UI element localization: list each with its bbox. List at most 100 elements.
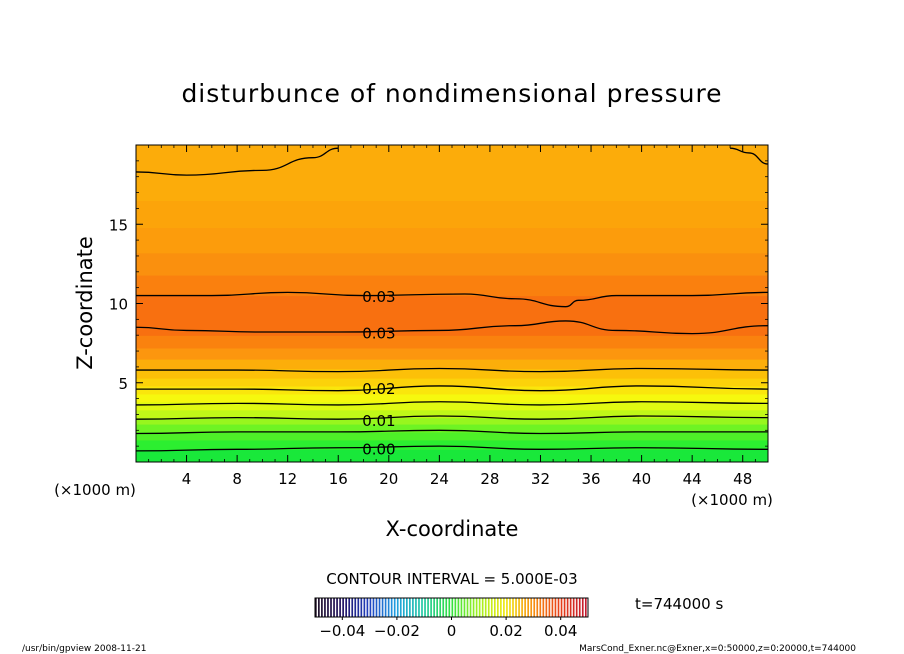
colorbar-cell: [363, 598, 366, 617]
colorbar-cell: [345, 598, 348, 617]
colorbar-cell: [545, 598, 548, 617]
contour-band-8: [136, 385, 768, 395]
colorbar-cell: [424, 598, 426, 617]
colorbar-cell: [551, 598, 554, 617]
contour-band-4: [136, 417, 768, 425]
contour-label-0: 0.03: [362, 288, 395, 306]
colorbar-cell: [530, 598, 533, 617]
colorbar-cell: [569, 598, 572, 617]
colorbar-cell: [481, 598, 484, 617]
colorbar-cell: [578, 598, 581, 617]
contour-line-8: [136, 147, 339, 176]
contour-band-9: [136, 377, 768, 387]
x-tick-label: 4: [182, 470, 192, 488]
colorbar-cell: [333, 598, 335, 617]
colorbar-cell: [427, 598, 429, 617]
colorbar-cell: [396, 598, 399, 617]
colorbar-tick-label: −0.04: [319, 622, 365, 640]
colorbar-cell: [581, 598, 584, 617]
colorbar-cell: [399, 598, 402, 617]
contour-band-7: [136, 393, 768, 403]
colorbar-cell: [369, 598, 372, 617]
colorbar-cell: [406, 598, 408, 617]
colorbar-cell: [372, 598, 375, 617]
colorbar-cell: [554, 598, 557, 617]
colorbar-cell: [475, 598, 478, 617]
contour-labels: 0.03 0.03 0.02 0.01 0.00: [362, 288, 395, 458]
footer-left: /usr/bin/gpview 2008-11-21: [22, 644, 146, 654]
contour-line-7: [136, 291, 768, 308]
colorbar-cell: [381, 598, 384, 617]
x-axis-label: X-coordinate: [386, 517, 519, 541]
y-axis-label: Z-coordinate: [73, 236, 97, 370]
colorbar: [315, 598, 587, 617]
contour-band-3: [136, 423, 768, 433]
colorbar-cell: [327, 598, 329, 617]
x-unit-left: (×1000 m): [54, 481, 136, 499]
colorbar-cell: [478, 598, 481, 617]
colorbar-cell: [412, 598, 414, 617]
contour-label-2: 0.02: [362, 380, 395, 398]
footer-right: MarsCond_Exner.nc@Exner,x=0:50000,z=0:20…: [579, 644, 856, 654]
colorbar-tick-label: 0.02: [489, 622, 522, 640]
contour-band-6: [136, 401, 768, 411]
contour-fill-bands: [136, 145, 768, 462]
contour-band-18: [136, 200, 768, 229]
colorbar-tick-label: −0.02: [374, 622, 420, 640]
contour-band-5: [136, 409, 768, 419]
colorbar-cell: [321, 598, 323, 617]
contour-line-4: [136, 385, 768, 392]
colorbar-cell: [497, 598, 499, 617]
colorbar-cell: [460, 598, 463, 617]
colorbar-cell: [375, 598, 378, 617]
x-tick-label: 48: [733, 470, 752, 488]
colorbar-cell: [557, 598, 560, 617]
colorbar-cell: [515, 598, 517, 617]
colorbar-cell: [390, 598, 393, 617]
colorbar-cell: [493, 598, 496, 617]
colorbar-cell: [315, 598, 317, 617]
contour-band-1: [136, 439, 768, 450]
colorbar-cell: [469, 598, 472, 617]
contour-band-12: [136, 347, 768, 360]
colorbar-cell: [433, 598, 435, 617]
colorbar-tick-label: 0.04: [544, 622, 577, 640]
contour-line-0: [136, 445, 768, 452]
y-tick-label: 10: [109, 296, 128, 314]
colorbar-cell: [524, 598, 526, 617]
contour-band-19: [136, 145, 768, 202]
contour-label-1: 0.03: [362, 325, 395, 343]
colorbar-cell: [560, 598, 563, 617]
contour-band-14: [136, 295, 768, 336]
colorbar-cell: [336, 598, 338, 617]
colorbar-cell: [484, 598, 487, 617]
contour-line-5: [136, 367, 768, 373]
colorbar-cell: [442, 598, 445, 617]
time-label: t=744000 s: [635, 595, 723, 613]
colorbar-cell: [527, 598, 530, 617]
colorbar-cell: [509, 598, 511, 617]
x-tick-label: 32: [531, 470, 550, 488]
colorbar-cell: [487, 598, 490, 617]
colorbar-cell: [503, 598, 505, 617]
contour-band-15: [136, 274, 768, 297]
colorbar-cell: [357, 598, 360, 617]
colorbar-ticks: −0.04 −0.02 0 0.02 0.04: [319, 617, 577, 640]
colorbar-cell: [445, 598, 448, 617]
colorbar-cell: [330, 598, 332, 617]
colorbar-cell: [521, 598, 523, 617]
x-tick-label: 20: [379, 470, 398, 488]
colorbar-cell: [533, 598, 536, 617]
colorbar-cell: [448, 598, 451, 617]
colorbar-cell: [463, 598, 466, 617]
x-tick-label: 40: [632, 470, 651, 488]
colorbar-cell: [360, 598, 363, 617]
contour-lines: [136, 147, 768, 452]
colorbar-cell: [324, 598, 326, 617]
colorbar-cell: [387, 598, 390, 617]
x-tick-label: 16: [329, 470, 348, 488]
y-tick-label: 5: [118, 375, 128, 393]
colorbar-cell: [421, 598, 423, 617]
colorbar-cell: [512, 598, 514, 617]
x-tick-label: 36: [581, 470, 600, 488]
